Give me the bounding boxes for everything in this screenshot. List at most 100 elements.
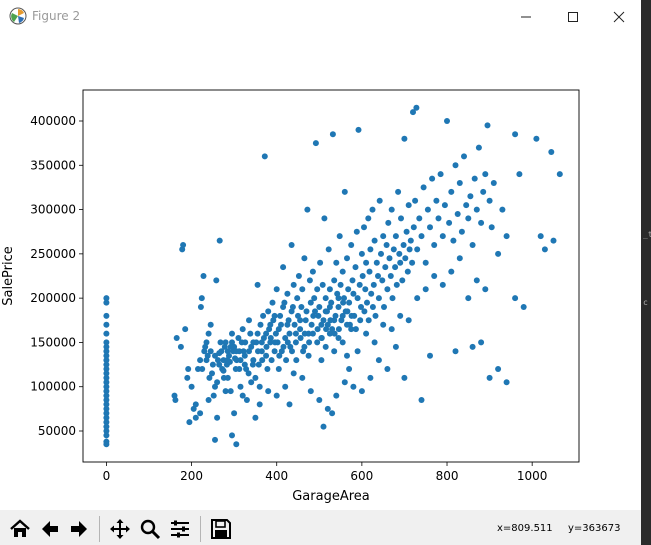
pan-button[interactable] [106, 516, 134, 542]
scatter-point [369, 304, 376, 310]
background-window-strip [641, 0, 651, 545]
y-tick-label: 200000 [30, 291, 76, 305]
scatter-point [206, 374, 213, 381]
scatter-point [369, 206, 376, 213]
scatter-point [306, 339, 313, 346]
scatter-point [103, 348, 110, 355]
scatter-point [537, 233, 544, 240]
scatter-point [205, 397, 212, 403]
scatter-point [381, 304, 387, 310]
title-bar[interactable]: Figure 2 [0, 0, 641, 34]
scatter-point [245, 370, 252, 377]
scatter-point [420, 184, 427, 191]
scatter-point [386, 255, 393, 262]
scatter-point [350, 383, 357, 390]
configure-subplots-button[interactable] [166, 516, 194, 542]
scatter-point [348, 312, 355, 319]
home-button[interactable] [6, 516, 34, 542]
scatter-point [407, 237, 414, 244]
scatter-point [359, 273, 366, 279]
back-button[interactable] [36, 516, 64, 542]
pan-icon [110, 519, 130, 539]
scatter-point [473, 277, 480, 284]
scatter-point [186, 419, 193, 426]
scatter-point [103, 321, 110, 328]
figure-canvas[interactable]: 0 200 400 600 800 1000 50000 100000 150000 200000… [0, 34, 641, 510]
scatter-point [273, 392, 280, 399]
scatter-point [307, 299, 314, 306]
scatter-point [265, 308, 272, 315]
scatter-point [103, 343, 110, 350]
scatter-point [380, 233, 387, 240]
scatter-point [395, 188, 402, 195]
scatter-point [397, 312, 404, 319]
scatter-point [433, 197, 440, 204]
navigation-toolbar: x=809.511 y=363673 [0, 510, 641, 545]
window-title: Figure 2 [32, 9, 81, 23]
minimize-button[interactable] [503, 0, 549, 34]
scatter-point [495, 366, 502, 372]
scatter-point [236, 348, 243, 355]
scatter-point [320, 423, 327, 430]
scatter-point [520, 304, 527, 310]
scatter-point [235, 335, 242, 341]
scatter-point [327, 317, 334, 324]
home-icon [10, 519, 30, 537]
scatter-point [309, 268, 316, 275]
scatter-point [382, 264, 389, 271]
scatter-point [376, 197, 383, 204]
scatter-point [349, 277, 356, 284]
scatter-point [418, 233, 425, 240]
scatter-point [282, 383, 289, 390]
scatter-point [227, 343, 234, 350]
scatter-point [475, 144, 482, 151]
scatter-point [314, 326, 321, 333]
scatter-point [339, 312, 346, 319]
scatter-point [197, 410, 204, 417]
scatter-point [398, 215, 404, 222]
scatter-point [363, 259, 370, 266]
scatter-point [353, 228, 360, 235]
scatter-point [378, 250, 384, 257]
scatter-point [308, 321, 315, 328]
scatter-point [410, 224, 417, 231]
close-button[interactable] [596, 0, 642, 34]
scatter-point [326, 330, 333, 337]
scatter-point [277, 312, 284, 319]
scatter-point [103, 441, 110, 448]
x-tick-label: 400 [265, 469, 288, 483]
scatter-point [280, 343, 287, 350]
scatter-point [322, 308, 329, 315]
scatter-point [263, 343, 270, 350]
scatter-point [446, 219, 453, 226]
scatter-point [198, 295, 205, 302]
scatter-point [272, 339, 278, 346]
zoom-button[interactable] [136, 516, 164, 542]
scatter-point [361, 224, 367, 231]
maximize-button[interactable] [550, 0, 596, 34]
scatter-point [103, 370, 110, 377]
scatter-point [329, 326, 336, 333]
scatter-point [203, 339, 210, 346]
save-button[interactable] [207, 516, 235, 542]
scatter-point [401, 374, 408, 381]
scatter-point [490, 180, 497, 186]
configure-subplots-icon [171, 520, 189, 538]
scatter-point [207, 321, 214, 328]
scatter-point [301, 255, 308, 262]
scatter-point [239, 392, 246, 399]
scatter-point [103, 383, 110, 390]
scatter-point [182, 326, 189, 333]
scatter-point [291, 321, 298, 328]
scatter-point [312, 308, 318, 315]
forward-button[interactable] [65, 516, 93, 542]
scatter-point [387, 273, 394, 279]
scatter-point [401, 135, 408, 142]
scatter-point [367, 374, 374, 381]
scatter-point [292, 339, 299, 346]
scatter-point [284, 290, 291, 297]
scatter-point [103, 312, 110, 319]
scatter-point [237, 383, 244, 390]
scatter-point [256, 383, 263, 390]
scatter-point [416, 215, 423, 222]
